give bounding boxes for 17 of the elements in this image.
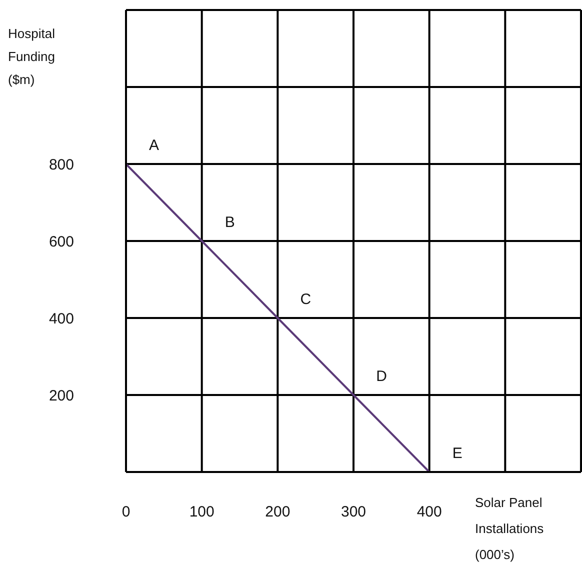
y-tick-label: 400 bbox=[48, 310, 74, 328]
line-series bbox=[126, 163, 430, 472]
annotation: C bbox=[300, 291, 312, 308]
x-tick-label: 400 bbox=[416, 504, 442, 521]
y-axis-title: Hospital Funding ($m) bbox=[8, 25, 56, 89]
annotation: E bbox=[452, 445, 462, 462]
x-tick-label: 300 bbox=[340, 504, 366, 521]
x-tick-label: 100 bbox=[189, 504, 214, 521]
x-axis-title: Solar Panel Installations (000’s) bbox=[475, 494, 545, 564]
x-tick-label: 200 bbox=[265, 504, 290, 521]
x-tick-label: 0 bbox=[122, 504, 130, 521]
y-tick-label: 600 bbox=[48, 233, 74, 250]
annotation: A bbox=[148, 137, 160, 154]
annotation: D bbox=[376, 368, 388, 385]
y-tick-label: 200 bbox=[48, 387, 74, 404]
y-tick-label: 800 bbox=[48, 156, 74, 174]
annotation: B bbox=[224, 214, 235, 231]
